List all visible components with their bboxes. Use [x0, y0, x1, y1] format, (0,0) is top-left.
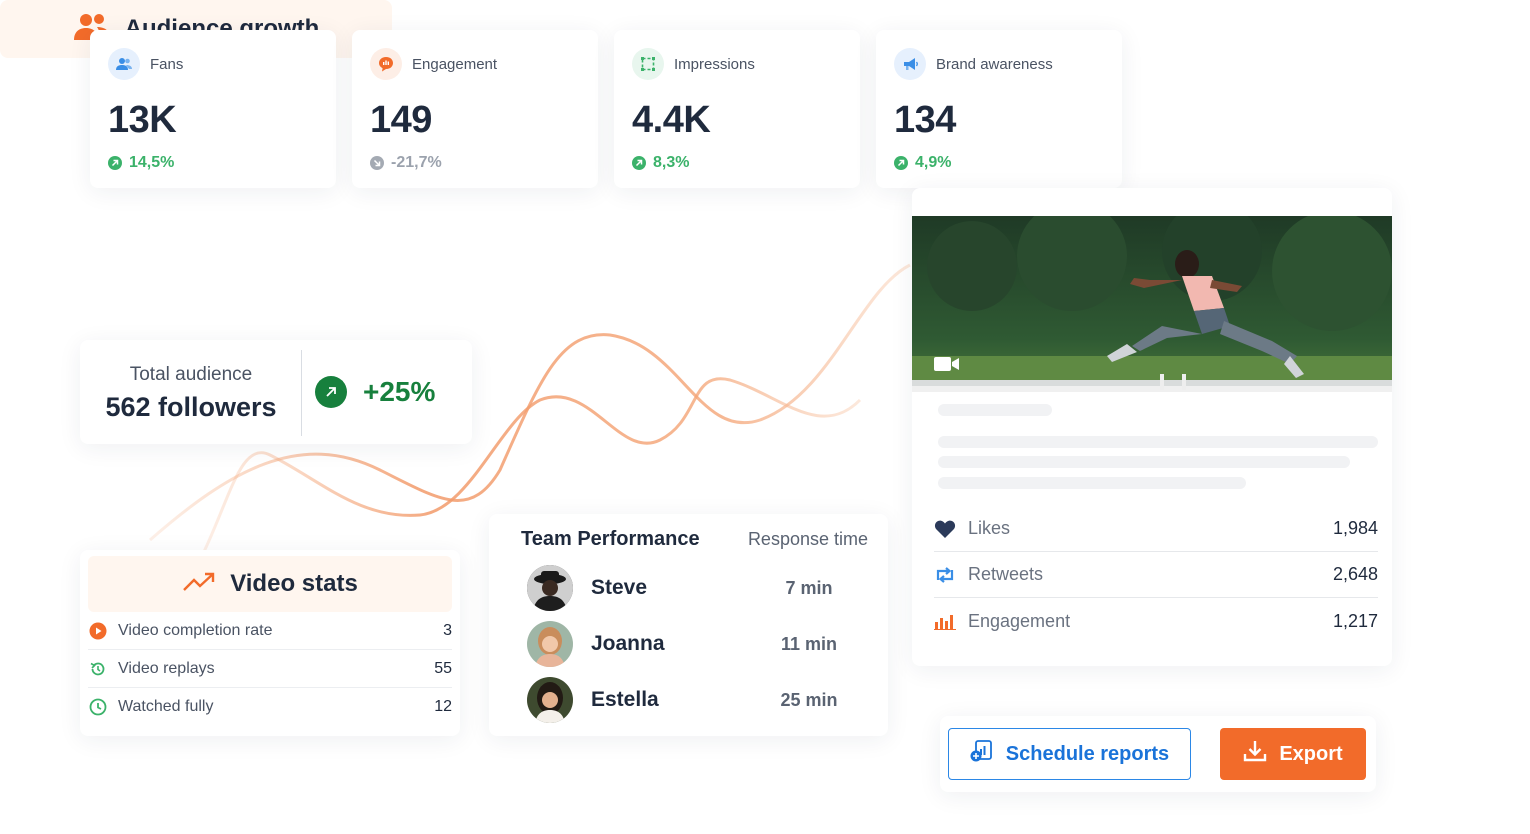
metric-value: 149: [370, 99, 432, 141]
megaphone-icon: [894, 48, 926, 80]
post-stat-value: 2,648: [1332, 564, 1378, 584]
total-audience-value: 562 followers: [105, 392, 277, 422]
audience-growth-card: Total audience 562 followers +25%: [80, 340, 472, 444]
video-stat-value: 3: [443, 621, 452, 639]
text-placeholder: [938, 404, 1052, 416]
team-performance-card: Team Performance Response time Steve 7 m…: [489, 514, 888, 736]
metric-label: Brand awareness: [936, 55, 1053, 73]
export-label: Export: [1279, 742, 1343, 765]
export-button[interactable]: Export: [1220, 728, 1366, 780]
chat-bubble-icon: [370, 48, 402, 80]
download-icon: [1243, 739, 1267, 769]
clock-icon: [88, 697, 108, 717]
post-stat-value: 1,217: [1332, 610, 1378, 631]
avatar: [527, 621, 573, 667]
text-placeholder: [938, 436, 1378, 448]
post-stat-row: Likes 1,984: [934, 506, 1378, 552]
growth-arrow-icon: [315, 376, 347, 408]
total-audience-label: Total audience: [129, 364, 253, 385]
metric-change-value: 14,5%: [129, 154, 175, 171]
post-stat-label: Engagement: [968, 610, 1071, 631]
video-stat-value: 55: [434, 659, 452, 677]
team-member-name: Steve: [591, 576, 648, 599]
team-member-response-time: 7 min: [785, 577, 833, 598]
retweet-icon: [934, 564, 956, 586]
metric-change: 14,5%: [108, 154, 318, 172]
schedule-reports-button[interactable]: Schedule reports: [948, 728, 1191, 780]
video-stat-label: Watched fully: [118, 698, 214, 715]
text-placeholder: [938, 456, 1350, 468]
metric-card-impressions: Impressions 4.4K 8,3%: [614, 30, 860, 188]
video-thumbnail[interactable]: [912, 216, 1392, 392]
metric-value: 4.4K: [632, 99, 711, 141]
table-row: Joanna 11 min: [521, 616, 868, 672]
users-icon: [108, 48, 140, 80]
team-member-name: Joanna: [591, 632, 665, 655]
replay-icon: [88, 659, 108, 679]
avatar: [527, 565, 573, 611]
video-stats-title: Video stats: [230, 570, 358, 597]
trend-up-icon: [894, 156, 908, 170]
bar-chart-icon: [934, 610, 956, 632]
list-item: Watched fully 12: [88, 688, 452, 726]
trend-down-icon: [370, 156, 384, 170]
video-stats-card: Video stats Video completion rate 3 Vide…: [80, 550, 460, 736]
table-row: Estella 25 min: [521, 672, 868, 728]
avatar: [527, 677, 573, 723]
metric-change: 4,9%: [894, 154, 1104, 172]
list-item: Video completion rate 3: [88, 612, 452, 650]
post-stat-label: Retweets: [968, 564, 1044, 584]
frame-icon: [632, 48, 664, 80]
post-stat-value: 1,984: [1332, 518, 1378, 538]
heart-icon: [934, 518, 956, 540]
metric-change-value: -21,7%: [391, 154, 442, 171]
metric-label: Engagement: [412, 55, 498, 73]
trend-up-icon: [108, 156, 122, 170]
video-stat-label: Video replays: [118, 659, 215, 677]
text-placeholder: [938, 477, 1246, 489]
video-post-card: Likes 1,984 Retweets 2,648 Engagement 1,…: [912, 188, 1392, 666]
metric-change: 8,3%: [632, 154, 842, 172]
audience-growth-header: Audience growth: [0, 0, 392, 58]
schedule-reports-label: Schedule reports: [1005, 742, 1170, 765]
post-stat-label: Likes: [968, 518, 1011, 538]
team-member-name: Estella: [591, 688, 659, 711]
schedule-report-icon: [970, 739, 994, 769]
team-member-response-time: 11 min: [780, 633, 838, 654]
metric-change: -21,7%: [370, 154, 580, 172]
video-stat-value: 12: [434, 698, 452, 715]
team-performance-title: Team Performance: [521, 527, 700, 550]
table-row: Steve 7 min: [521, 560, 868, 616]
metric-card-brand-awareness: Brand awareness 134 4,9%: [876, 30, 1122, 188]
audience-growth-percent: +25%: [363, 376, 436, 407]
video-camera-icon: [934, 356, 960, 377]
metric-card-engagement: Engagement 149 -21,7%: [352, 30, 598, 188]
trend-up-icon: [632, 156, 646, 170]
team-member-response-time: 25 min: [780, 689, 838, 710]
metric-card-fans: Fans 13K 14,5%: [90, 30, 336, 188]
post-stat-row: Engagement 1,217: [934, 598, 1378, 644]
metric-label: Fans: [150, 55, 184, 73]
list-item: Video replays 55: [88, 650, 452, 688]
video-stat-label: Video completion rate: [118, 621, 273, 639]
metric-change-value: 4,9%: [915, 154, 952, 171]
action-bar: Schedule reports Export: [940, 716, 1376, 792]
metric-change-value: 8,3%: [653, 154, 690, 171]
metric-label: Impressions: [674, 55, 755, 73]
divider: [301, 350, 302, 436]
metric-value: 13K: [108, 99, 177, 141]
trending-up-icon: [182, 572, 216, 597]
response-time-header: Response time: [747, 528, 868, 549]
metric-value: 134: [894, 99, 956, 141]
post-stat-row: Retweets 2,648: [934, 552, 1378, 598]
play-circle-icon: [88, 621, 108, 641]
video-stats-header: Video stats: [88, 556, 452, 612]
